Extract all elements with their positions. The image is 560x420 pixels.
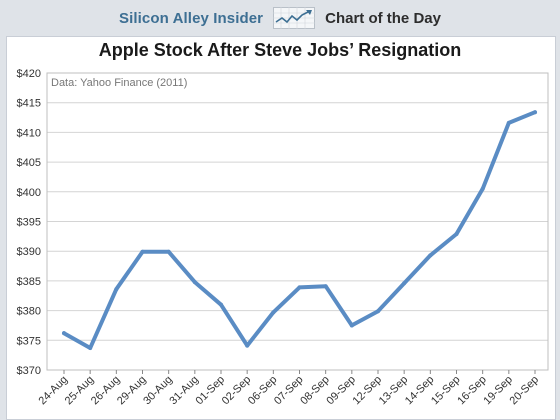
- data-point: [245, 343, 250, 348]
- data-point: [349, 323, 354, 328]
- series-layer: [62, 110, 537, 351]
- chart-title: Apple Stock After Steve Jobs’ Resignatio…: [98, 40, 462, 60]
- header-bar: Silicon Alley Insider Chart of the Day: [0, 0, 560, 36]
- grid-layer: [47, 72, 548, 371]
- x-tick-label: 20-Sep: [508, 374, 542, 408]
- data-point: [219, 302, 223, 307]
- data-point: [376, 309, 380, 314]
- y-tick-label: $415: [17, 98, 41, 110]
- data-point: [454, 231, 459, 236]
- data-point: [166, 249, 171, 254]
- data-point: [297, 285, 302, 290]
- y-tick-label: $410: [17, 127, 41, 139]
- y-tick-label: $380: [17, 306, 41, 318]
- chart-panel: [6, 36, 556, 420]
- data-point: [506, 120, 511, 125]
- y-tick-label: $385: [17, 276, 41, 288]
- y-tick-label: $420: [17, 68, 41, 80]
- data-point: [140, 249, 145, 254]
- data-point: [428, 253, 433, 258]
- chart-of-the-day-label: Chart of the Day: [325, 9, 441, 27]
- data-point: [533, 110, 537, 115]
- data-point: [480, 186, 485, 191]
- data-point: [114, 287, 119, 292]
- data-point: [271, 310, 276, 315]
- axis-layer: $370 $375 $380 $385 $390 $395 $400 $405 $410 $415…: [17, 68, 549, 408]
- data-point: [323, 284, 328, 289]
- source-note: Data: Yahoo Finance (2011): [51, 77, 187, 89]
- series-line: [62, 110, 537, 350]
- rising-line-chart-icon: [273, 7, 316, 29]
- brand-name: Silicon Alley Insider: [119, 9, 264, 27]
- y-tick-label: $375: [17, 335, 41, 347]
- y-tick-label: $390: [17, 246, 41, 258]
- plot-area-border: [46, 72, 549, 371]
- y-tick-label: $405: [17, 157, 41, 169]
- y-tick-label: $395: [17, 217, 41, 229]
- y-tick-label: $370: [17, 365, 41, 377]
- y-tick-label: $400: [17, 187, 41, 199]
- data-point: [88, 346, 93, 351]
- data-point: [402, 281, 407, 286]
- data-point: [62, 331, 66, 336]
- data-point: [192, 280, 197, 285]
